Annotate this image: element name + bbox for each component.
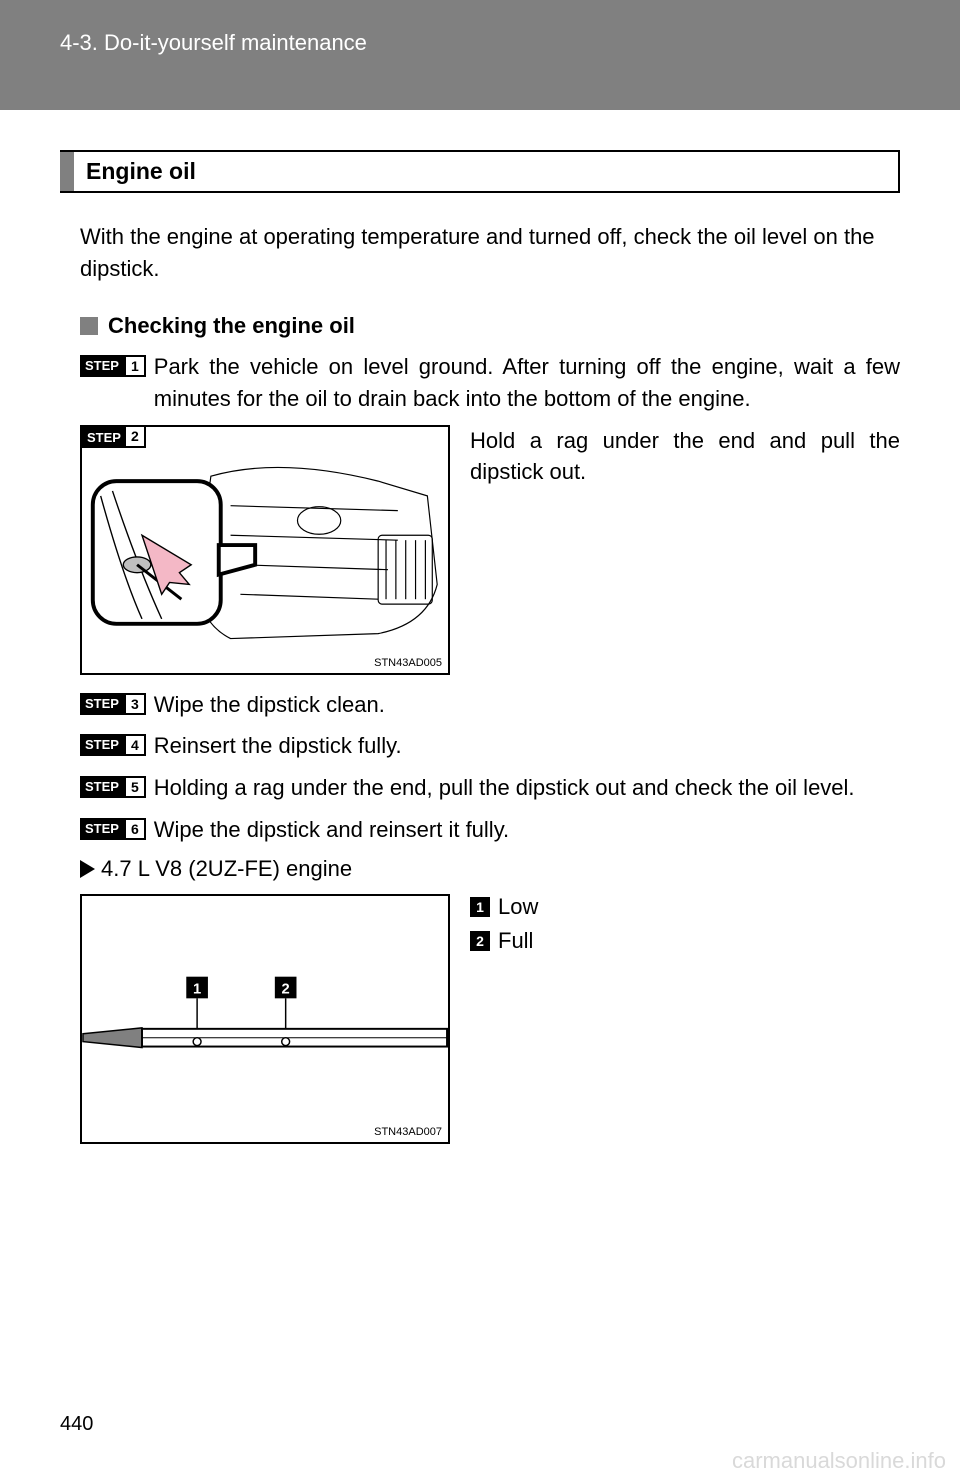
sub-heading-text: Checking the engine oil: [108, 313, 355, 339]
step-label: STEP: [80, 818, 124, 840]
step-text: Holding a rag under the end, pull the di…: [154, 772, 900, 804]
page-number: 440: [60, 1413, 93, 1436]
legend: 1 Low 2 Full: [470, 894, 900, 1144]
legend-text-low: Low: [498, 894, 538, 920]
step-badge: STEP 4: [80, 734, 146, 756]
callout-2: 2: [282, 982, 290, 998]
callout-1: 1: [193, 982, 201, 998]
step-5: STEP 5 Holding a rag under the end, pull…: [80, 772, 900, 804]
step-number: 3: [124, 693, 146, 715]
figure-code: STN43AD005: [374, 657, 442, 669]
callout-box-2: 2: [470, 931, 490, 951]
step-number: 2: [126, 427, 146, 448]
step-badge: STEP 6: [80, 818, 146, 840]
step-label: STEP: [82, 427, 126, 448]
legend-item-low: 1 Low: [470, 894, 900, 920]
step-3: STEP 3 Wipe the dipstick clean.: [80, 689, 900, 721]
figure-dipstick-levels: 1 2 STN43AD007: [80, 894, 450, 1144]
triangle-bullet-icon: [80, 860, 95, 878]
step-text: Park the vehicle on level ground. After …: [154, 351, 900, 415]
legend-text-full: Full: [498, 928, 533, 954]
dipstick-diagram: 1 2: [82, 896, 448, 1142]
dipstick-figure-row: 1 2 STN43AD007 1 Low 2: [80, 894, 900, 1144]
step-label: STEP: [80, 776, 124, 798]
engine-illustration: [82, 427, 448, 673]
step-number: 4: [124, 734, 146, 756]
step-number: 5: [124, 776, 146, 798]
figure-dipstick-pull: STEP 2: [80, 425, 450, 675]
sub-heading: Checking the engine oil: [80, 313, 900, 339]
step-badge: STEP 1: [80, 355, 146, 377]
step-number: 6: [124, 818, 146, 840]
engine-variant-row: 4.7 L V8 (2UZ-FE) engine: [80, 856, 900, 882]
step-badge: STEP 3: [80, 693, 146, 715]
section-title-row: Engine oil: [60, 150, 900, 193]
breadcrumb: 4-3. Do-it-yourself maintenance: [60, 30, 367, 55]
figure-code: STN43AD007: [374, 1126, 442, 1138]
callout-box-1: 1: [470, 897, 490, 917]
step-text: Wipe the dipstick and reinsert it fully.: [154, 814, 900, 846]
section-tab: [60, 152, 74, 191]
step-2: STEP 2: [80, 425, 900, 675]
step-badge: STEP 2: [82, 427, 146, 448]
step-text: Hold a rag under the end and pull the di…: [470, 425, 900, 675]
step-text: Reinsert the dipstick fully.: [154, 730, 900, 762]
step-label: STEP: [80, 734, 124, 756]
header-band: 4-3. Do-it-yourself maintenance: [0, 0, 960, 110]
page-content: Engine oil With the engine at operating …: [0, 110, 960, 1144]
step-label: STEP: [80, 693, 124, 715]
intro-text: With the engine at operating temperature…: [80, 221, 900, 285]
square-bullet-icon: [80, 317, 98, 335]
step-label: STEP: [80, 355, 124, 377]
step-6: STEP 6 Wipe the dipstick and reinsert it…: [80, 814, 900, 846]
step-number: 1: [124, 355, 146, 377]
step-text: Wipe the dipstick clean.: [154, 689, 900, 721]
section-title: Engine oil: [74, 152, 898, 191]
step-badge: STEP 5: [80, 776, 146, 798]
engine-variant-text: 4.7 L V8 (2UZ-FE) engine: [101, 856, 352, 882]
legend-item-full: 2 Full: [470, 928, 900, 954]
step-4: STEP 4 Reinsert the dipstick fully.: [80, 730, 900, 762]
watermark: carmanualsonline.info: [732, 1448, 946, 1474]
step-1: STEP 1 Park the vehicle on level ground.…: [80, 351, 900, 415]
